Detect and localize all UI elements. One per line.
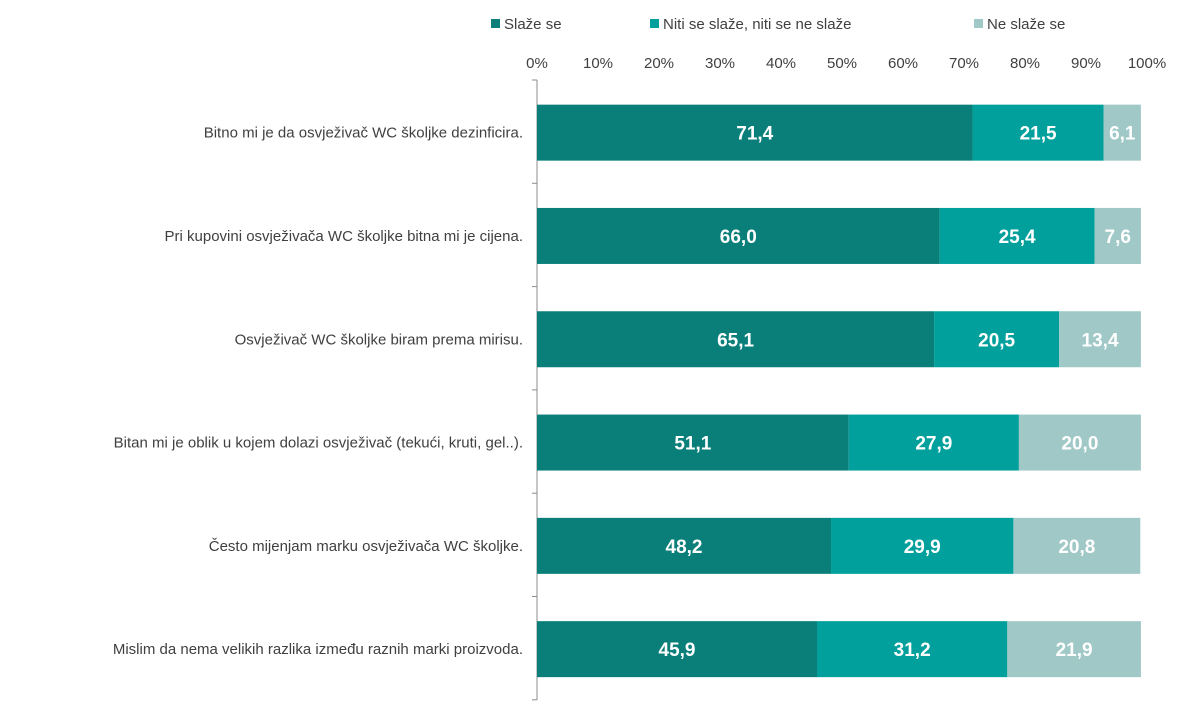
bar-value-label: 66,0: [720, 227, 757, 248]
x-tick-label: 60%: [888, 55, 918, 72]
bar-segment: [1103, 104, 1141, 161]
x-tick-label: 10%: [583, 55, 613, 72]
category-label: Bitan mi je oblik u kojem dolazi osvježi…: [114, 435, 523, 452]
bar-value-label: 20,5: [978, 330, 1015, 351]
legend-swatch-2: [974, 19, 983, 28]
bar-segment: [1007, 621, 1141, 678]
bar-segment: [848, 414, 1019, 471]
bar-value-label: 29,9: [904, 537, 941, 558]
bar-value-label: 27,9: [915, 434, 952, 455]
bar-segment: [537, 517, 832, 574]
bar-segment: [934, 311, 1060, 368]
bar-value-label: 31,2: [894, 640, 931, 661]
x-tick-label: 90%: [1071, 55, 1101, 72]
x-tick-label: 40%: [766, 55, 796, 72]
bar-segment: [537, 207, 940, 264]
x-axis: 0% 10% 20% 30% 40% 50% 60% 70% 80% 90% 100%: [526, 55, 1166, 701]
bar-value-label: 21,9: [1056, 640, 1093, 661]
bar-segment: [1094, 207, 1141, 264]
bar-segment: [537, 414, 849, 471]
x-tick-label: 0%: [526, 55, 548, 72]
legend-label-1: Niti se slaže, niti se ne slaže: [663, 16, 851, 33]
bar-segment: [939, 207, 1095, 264]
bar-value-label: 25,4: [999, 227, 1036, 248]
bar-value-label: 21,5: [1020, 124, 1057, 145]
bar-segment: [1018, 414, 1141, 471]
legend-label-0: Slaže se: [504, 16, 562, 33]
legend-swatch-1: [650, 19, 659, 28]
category-label: Često mijenjam marku osvježivača WC škol…: [209, 538, 523, 555]
bar-segment: [831, 517, 1014, 574]
bar-value-label: 6,1: [1109, 124, 1136, 145]
bar-segment: [1059, 311, 1141, 368]
category-label: Pri kupovini osvježivača WC školjke bitn…: [165, 228, 523, 245]
category-label: Osvježivač WC školjke biram prema mirisu…: [235, 331, 523, 348]
bar-value-label: 20,8: [1058, 537, 1095, 558]
bar-segment: [816, 621, 1008, 678]
bar-segment: [1013, 517, 1141, 574]
category-label: Mislim da nema velikih razlika između ra…: [113, 641, 523, 658]
bar-value-label: 45,9: [659, 640, 696, 661]
bar-value-label: 13,4: [1082, 330, 1119, 351]
legend: Slaže se Niti se slaže, niti se ne slaže N…: [491, 16, 1065, 33]
x-tick-label: 100%: [1128, 55, 1166, 72]
x-tick-label: 70%: [949, 55, 979, 72]
bar-value-label: 48,2: [666, 537, 703, 558]
x-tick-label: 20%: [644, 55, 674, 72]
bar-value-label: 65,1: [717, 330, 754, 351]
bar-segment: [537, 621, 817, 678]
bar-value-label: 51,1: [674, 434, 711, 455]
x-tick-label: 50%: [827, 55, 857, 72]
bar-segment: [537, 104, 973, 161]
legend-label-2: Ne slaže se: [987, 16, 1065, 33]
bars: 71,4 21,5 6,1 66,0 25,4 7,6 65,1 20,5 13,4 51,1 27…: [537, 104, 1141, 678]
category-labels: Bitno mi je da osvježivač WC školjke dez…: [113, 125, 523, 659]
x-tick-label: 30%: [705, 55, 735, 72]
category-label: Bitno mi je da osvježivač WC školjke dez…: [204, 125, 523, 142]
bar-value-label: 20,0: [1061, 434, 1098, 455]
bar-segment: [972, 104, 1104, 161]
x-tick-label: 80%: [1010, 55, 1040, 72]
bar-value-label: 71,4: [736, 124, 773, 145]
bar-value-label: 7,6: [1105, 227, 1131, 248]
legend-swatch-0: [491, 19, 500, 28]
bar-segment: [537, 311, 935, 368]
